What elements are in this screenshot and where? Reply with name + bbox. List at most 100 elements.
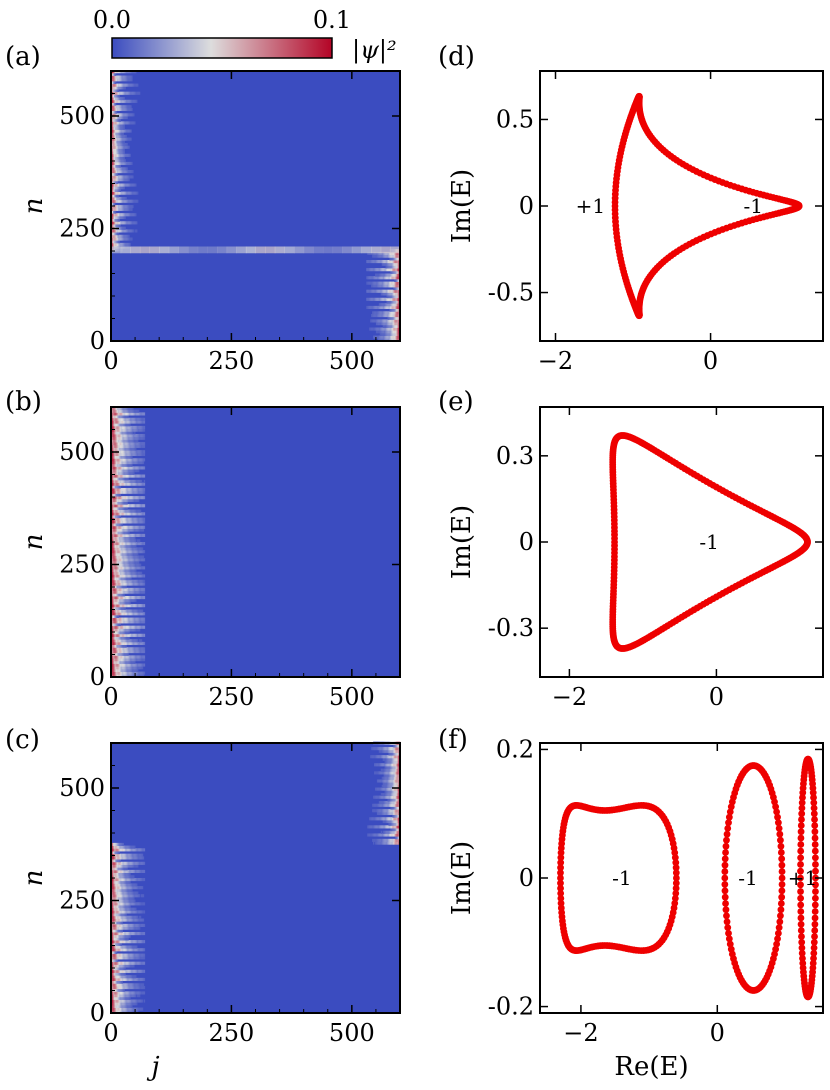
heatmap-cell	[131, 666, 133, 670]
heatmap-cell	[124, 596, 126, 600]
heatmap-cell	[369, 268, 371, 272]
heatmap-cell	[143, 488, 146, 492]
heatmap-cell	[138, 617, 141, 621]
heatmap-cell	[130, 577, 132, 581]
heatmap-cell	[127, 121, 129, 125]
heatmap-cell	[385, 335, 387, 339]
heatmap-cell	[132, 587, 134, 591]
heatmap-cell	[374, 297, 377, 301]
heatmap-cell	[116, 191, 119, 195]
heatmap-cell	[115, 423, 118, 427]
heatmap-cell	[111, 420, 114, 424]
heatmap-cell	[124, 116, 126, 120]
heatmap-cell	[126, 234, 128, 238]
heatmap-cell	[394, 281, 396, 285]
heatmap-cell	[122, 229, 124, 233]
heatmap-cell	[112, 412, 115, 416]
heatmap-cell	[136, 420, 138, 424]
heatmap-cell	[118, 94, 121, 98]
heatmap-cell	[119, 466, 122, 470]
heatmap-cell	[136, 409, 138, 413]
heatmap-cell	[136, 596, 138, 600]
heatmap-cell	[112, 215, 115, 219]
heatmap-cell	[121, 191, 123, 195]
heatmap-cell	[114, 506, 117, 510]
heatmap-cell	[117, 479, 120, 483]
heatmap-cell	[137, 504, 140, 508]
heatmap-cell	[373, 260, 375, 264]
heatmap-cell	[114, 604, 117, 608]
heatmap-cell	[117, 126, 120, 130]
heatmap-cell	[132, 183, 134, 187]
heatmap-cell	[112, 512, 115, 516]
heatmap-cell	[377, 314, 380, 318]
heatmap-cell	[124, 479, 126, 483]
heatmap-cell	[393, 324, 395, 328]
heatmap-cell	[118, 550, 121, 554]
heatmap-cell	[122, 113, 124, 117]
heatmap-cell	[115, 242, 118, 246]
heatmap-cell	[115, 110, 118, 114]
heatmap-cell	[114, 118, 117, 122]
heatmap-cell	[132, 83, 134, 87]
heatmap-cell	[391, 265, 393, 269]
heatmap-cell	[383, 330, 385, 334]
heatmap-cell	[113, 140, 116, 144]
heatmap-cell	[117, 474, 120, 478]
heatmap-cell	[130, 587, 132, 591]
heatmap-cell	[384, 332, 386, 336]
heatmap-cell	[373, 289, 376, 293]
heatmap-cell	[132, 496, 134, 500]
heatmap-cell	[118, 623, 121, 627]
heatmap-cell	[128, 458, 130, 462]
heatmap-cell	[398, 265, 400, 269]
heatmap-cell	[133, 496, 135, 500]
heatmap-cell	[387, 297, 389, 301]
heatmap-cell	[118, 428, 121, 432]
heatmap-cell	[134, 496, 136, 500]
heatmap-cell	[115, 498, 118, 502]
heatmap-cell	[121, 506, 123, 510]
heatmap-cell	[396, 833, 398, 837]
heatmap-cell	[120, 604, 122, 608]
heatmap-cell	[134, 183, 136, 187]
heatmap-cell	[117, 566, 120, 570]
heatmap-cell	[115, 471, 118, 475]
heatmap-cell	[389, 308, 391, 312]
heatmap-cell	[131, 91, 133, 95]
heatmap-cell	[122, 479, 124, 483]
heatmap-cell	[136, 633, 138, 637]
heatmap-cell	[123, 498, 125, 502]
heatmap-cell	[125, 420, 127, 424]
heatmap-cell	[124, 560, 126, 564]
heatmap-cell	[137, 582, 140, 586]
heatmap-cell	[112, 569, 115, 573]
heatmap-cell	[136, 488, 138, 492]
heatmap-cell	[386, 289, 388, 293]
heatmap-cell	[122, 633, 124, 637]
heatmap-cell	[125, 113, 127, 117]
heatmap-cell	[135, 598, 137, 602]
heatmap-cell	[125, 639, 127, 643]
heatmap-cell	[121, 631, 123, 635]
heatmap-cell	[377, 327, 380, 331]
heatmap-cell	[113, 412, 116, 416]
heatmap-cell	[378, 841, 381, 845]
heatmap-cell	[124, 633, 126, 637]
heatmap-cell	[119, 431, 122, 435]
heatmap-cell	[123, 558, 125, 562]
heatmap-cell	[127, 496, 129, 500]
heatmap-cell	[128, 641, 130, 645]
heatmap-cell	[392, 260, 394, 264]
heatmap-cell	[129, 458, 131, 462]
heatmap-cell	[126, 571, 128, 575]
heatmap-cell	[121, 242, 123, 246]
heatmap-cell	[111, 533, 114, 537]
heatmap-cell	[125, 431, 127, 435]
heatmap-cell	[113, 164, 116, 168]
heatmap-cell	[121, 116, 123, 120]
heatmap-cell	[112, 593, 115, 597]
heatmap-cell	[125, 471, 127, 475]
heatmap-cell	[397, 324, 399, 328]
heatmap-cell	[120, 99, 122, 103]
